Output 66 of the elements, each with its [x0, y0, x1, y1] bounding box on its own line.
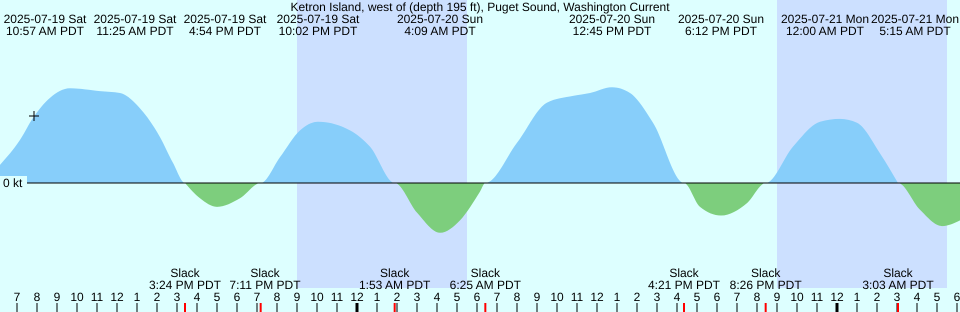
x-tick-label: 9	[774, 290, 781, 304]
x-tick-label: 9	[54, 290, 61, 304]
x-tick-label: 12	[110, 290, 124, 304]
x-tick-label: 2	[874, 290, 881, 304]
x-tick-label: 9	[534, 290, 541, 304]
x-tick-label: 12	[590, 290, 604, 304]
text: 2025-07-19 Sat 4:54 PM PDT	[184, 12, 268, 38]
x-tick-label: 1	[134, 290, 141, 304]
x-tick-label: 11	[90, 290, 104, 304]
x-tick-label: 4	[434, 290, 441, 304]
x-tick-label: 6	[954, 290, 960, 304]
x-tick-label: 8	[34, 290, 41, 304]
x-tick-label: 5	[454, 290, 461, 304]
text: Slack 8:26 PM PDT	[730, 266, 802, 292]
x-tick-label: 3	[894, 290, 901, 304]
text: Slack 7:11 PM PDT	[229, 266, 302, 292]
text: 2025-07-21 Mon 12:00 AM PDT	[780, 12, 870, 38]
x-tick-label: 5	[694, 290, 701, 304]
text: 2025-07-19 Sat 11:25 AM PDT	[94, 12, 178, 38]
x-tick-label: 8	[754, 290, 761, 304]
x-tick-label: 12	[830, 290, 844, 304]
x-tick-label: 5	[214, 290, 221, 304]
x-tick-label: 5	[934, 290, 941, 304]
x-tick-label: 7	[734, 290, 741, 304]
x-tick-label: 6	[714, 290, 721, 304]
x-tick-label: 8	[274, 290, 281, 304]
text: Slack 3:24 PM PDT	[148, 266, 222, 292]
ref-line-label: 0 kt	[3, 176, 24, 190]
text: 2025-07-19 Sat 10:57 AM PDT	[4, 12, 88, 38]
text: Slack 1:53 AM PDT	[358, 266, 432, 292]
x-tick-label: 6	[234, 290, 241, 304]
x-tick-label: 4	[674, 290, 681, 304]
text: 2025-07-19 Sat 10:02 PM PDT	[276, 12, 360, 38]
text: 2025-07-21 Mon 5:15 AM PDT	[870, 12, 960, 38]
x-tick-label: 9	[294, 290, 301, 304]
text: 2025-07-20 Sun 12:45 PM PDT	[568, 12, 656, 38]
x-tick-label: 7	[254, 290, 261, 304]
x-tick-label: 3	[174, 290, 181, 304]
x-tick-label: 7	[494, 290, 501, 304]
x-tick-label: 2	[634, 290, 641, 304]
x-tick-label: 1	[614, 290, 621, 304]
x-tick-label: 10	[310, 290, 324, 304]
x-tick-label: 2	[394, 290, 401, 304]
text: 2025-07-20 Sun 4:09 AM PDT	[396, 12, 484, 38]
x-tick-label: 1	[854, 290, 861, 304]
x-tick-label: 3	[414, 290, 421, 304]
x-tick-label: 8	[514, 290, 521, 304]
text: Slack 6:25 AM PDT	[450, 266, 522, 292]
chart-title: Ketron Island, west of (depth 195 ft), Puget Sound, Washington Current	[290, 0, 670, 14]
x-tick-label: 11	[810, 290, 824, 304]
x-tick-label: 3	[654, 290, 661, 304]
x-tick-label: 7	[14, 290, 21, 304]
x-tick-label: 10	[550, 290, 564, 304]
x-tick-label: 12	[350, 290, 364, 304]
text: Slack 4:21 PM PDT	[648, 266, 721, 292]
x-tick-label: 10	[70, 290, 84, 304]
text: Slack 3:03 AM PDT	[862, 266, 934, 292]
x-tick-label: 1	[374, 290, 381, 304]
text: 2025-07-20 Sun 6:12 PM PDT	[678, 12, 764, 38]
x-tick-label: 10	[790, 290, 804, 304]
x-tick-label: 6	[474, 290, 481, 304]
x-tick-label: 4	[194, 290, 201, 304]
x-tick-label: 11	[570, 290, 584, 304]
x-tick-label: 11	[330, 290, 344, 304]
x-tick-label: 2	[154, 290, 161, 304]
x-tick-label: 4	[914, 290, 921, 304]
